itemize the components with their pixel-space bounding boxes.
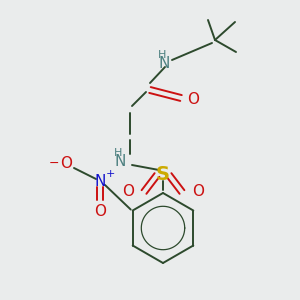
- Text: O: O: [94, 203, 106, 218]
- Text: +: +: [105, 169, 115, 179]
- Text: O: O: [192, 184, 204, 200]
- Text: N: N: [94, 175, 106, 190]
- Text: H: H: [114, 148, 122, 158]
- Text: S: S: [156, 166, 170, 184]
- Text: H: H: [158, 50, 166, 60]
- Text: O: O: [60, 155, 72, 170]
- Text: −: −: [49, 157, 59, 169]
- Text: O: O: [122, 184, 134, 200]
- Text: N: N: [158, 56, 170, 71]
- Text: O: O: [187, 92, 199, 107]
- Text: N: N: [114, 154, 126, 169]
